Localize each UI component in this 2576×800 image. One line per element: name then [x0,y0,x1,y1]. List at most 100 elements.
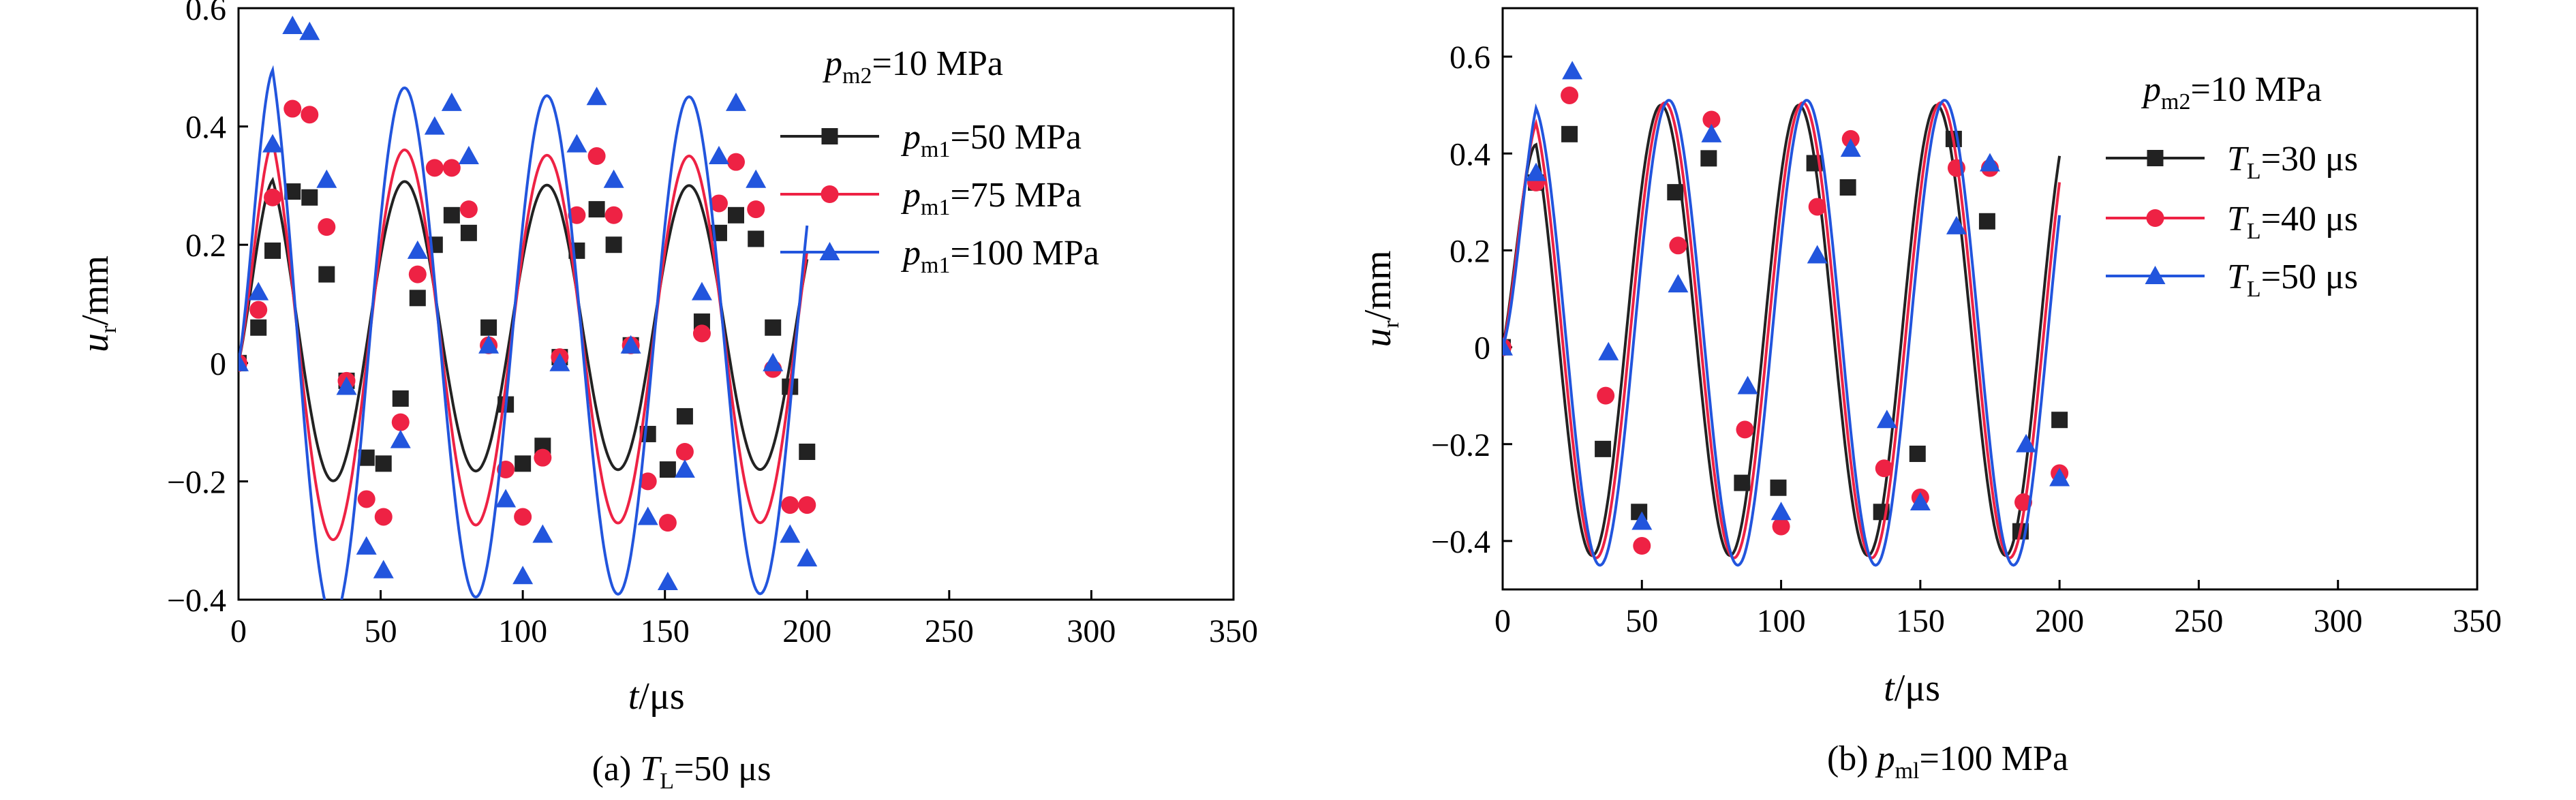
data-point [390,429,411,448]
data-point [316,169,337,188]
data-point [425,159,444,177]
data-point [1770,502,1792,521]
data-point [1702,110,1721,129]
legend-label: TL=40 μs [2227,200,2358,244]
data-point [1700,150,1717,167]
data-point [1772,517,1790,536]
chart-panel-b: 0 50 100 150 200 250 300 350 −0.4 −0.2 0 0.2 0.4 0.6 t… [1357,7,2502,784]
data-point [514,508,532,526]
y-tick-label: −0.2 [167,464,226,500]
data-point [1562,61,1583,80]
data-point [264,242,281,259]
x-tick-label: 150 [1896,603,1945,639]
data-point [691,281,712,301]
data-point [283,99,302,118]
data-point [746,169,767,188]
data-point [603,169,624,188]
legend-title: pm2=10 MPa [822,44,1003,89]
data-point [1526,162,1547,181]
data-point [1595,440,1612,457]
data-point [588,201,605,218]
chart-panel-a: 0 50 100 150 200 250 300 350 −0.4 −0.2 0 0.2 0.4 0.6 t… [74,0,1258,794]
x-tick-label: 150 [641,613,690,649]
data-point [798,496,816,514]
data-point [747,200,765,219]
data-point [659,461,676,478]
series-line [1503,99,2061,567]
legend-marker [819,242,840,260]
y-tick-label: 0 [210,346,226,382]
x-tick-label: 250 [925,613,974,649]
data-point [797,548,818,567]
data-point [478,335,500,354]
data-point [675,443,694,461]
data-point [458,146,479,164]
data-point [2014,493,2033,512]
data-point [248,281,269,301]
x-tick-label: 300 [2314,603,2363,639]
data-point [442,159,461,177]
data-point [460,224,477,241]
data-point [1633,537,1651,555]
data-point [658,514,677,532]
data-point [2016,433,2037,452]
data-point [726,92,746,111]
data-point [262,134,283,153]
x-tick-label: 50 [365,613,397,649]
y-axis-label: ur/mm [1357,250,1404,347]
data-point [1734,474,1751,491]
data-point [639,472,657,491]
data-point [336,376,357,395]
legend-marker [821,128,838,144]
plot-frame [237,7,1235,601]
data-point [2049,467,2070,487]
data-point [424,116,445,135]
data-point [357,490,375,508]
legend-marker [2145,266,2166,284]
x-tick-label: 350 [1209,613,1258,649]
data-point [568,206,586,224]
data-point [391,413,410,431]
data-point [1875,459,1893,478]
x-tick-label: 0 [1494,603,1511,639]
x-tick-label: 250 [2174,603,2223,639]
data-point [748,230,765,247]
data-point [407,240,428,259]
y-tick-label: 0.2 [1450,233,1490,269]
y-tick-label: 0.4 [1450,136,1490,172]
data-point [282,16,303,35]
data-point [1669,236,1687,255]
plot-frame [1501,7,2479,591]
data-point [1839,179,1856,196]
data-point [374,508,393,526]
series-line [239,65,809,600]
data-point [780,524,801,543]
data-point [356,536,377,555]
y-tick-label: 0.2 [185,228,226,264]
data-point [264,188,282,206]
data-point [587,147,606,165]
series-line [1503,104,2061,557]
legend-label: TL=30 μs [2227,140,2358,184]
x-tick-label: 200 [2035,603,2084,639]
data-point [1598,341,1619,360]
data-point [249,301,268,319]
data-point [637,506,658,525]
x-tick-label: 300 [1067,613,1116,649]
y-tick-label: 0 [1474,330,1490,367]
data-point [1807,245,1828,264]
data-point [375,455,392,472]
data-point [480,319,497,336]
y-tick-label: −0.2 [1431,427,1490,463]
data-point [534,448,552,467]
data-point [1597,386,1615,405]
data-point [318,266,335,283]
data-point [301,106,319,124]
data-point [1561,125,1578,142]
data-point [1770,479,1787,496]
data-point [459,200,478,219]
x-tick-label: 100 [498,613,547,649]
data-point [441,92,462,111]
data-point [1980,153,2000,172]
data-point [409,290,426,307]
